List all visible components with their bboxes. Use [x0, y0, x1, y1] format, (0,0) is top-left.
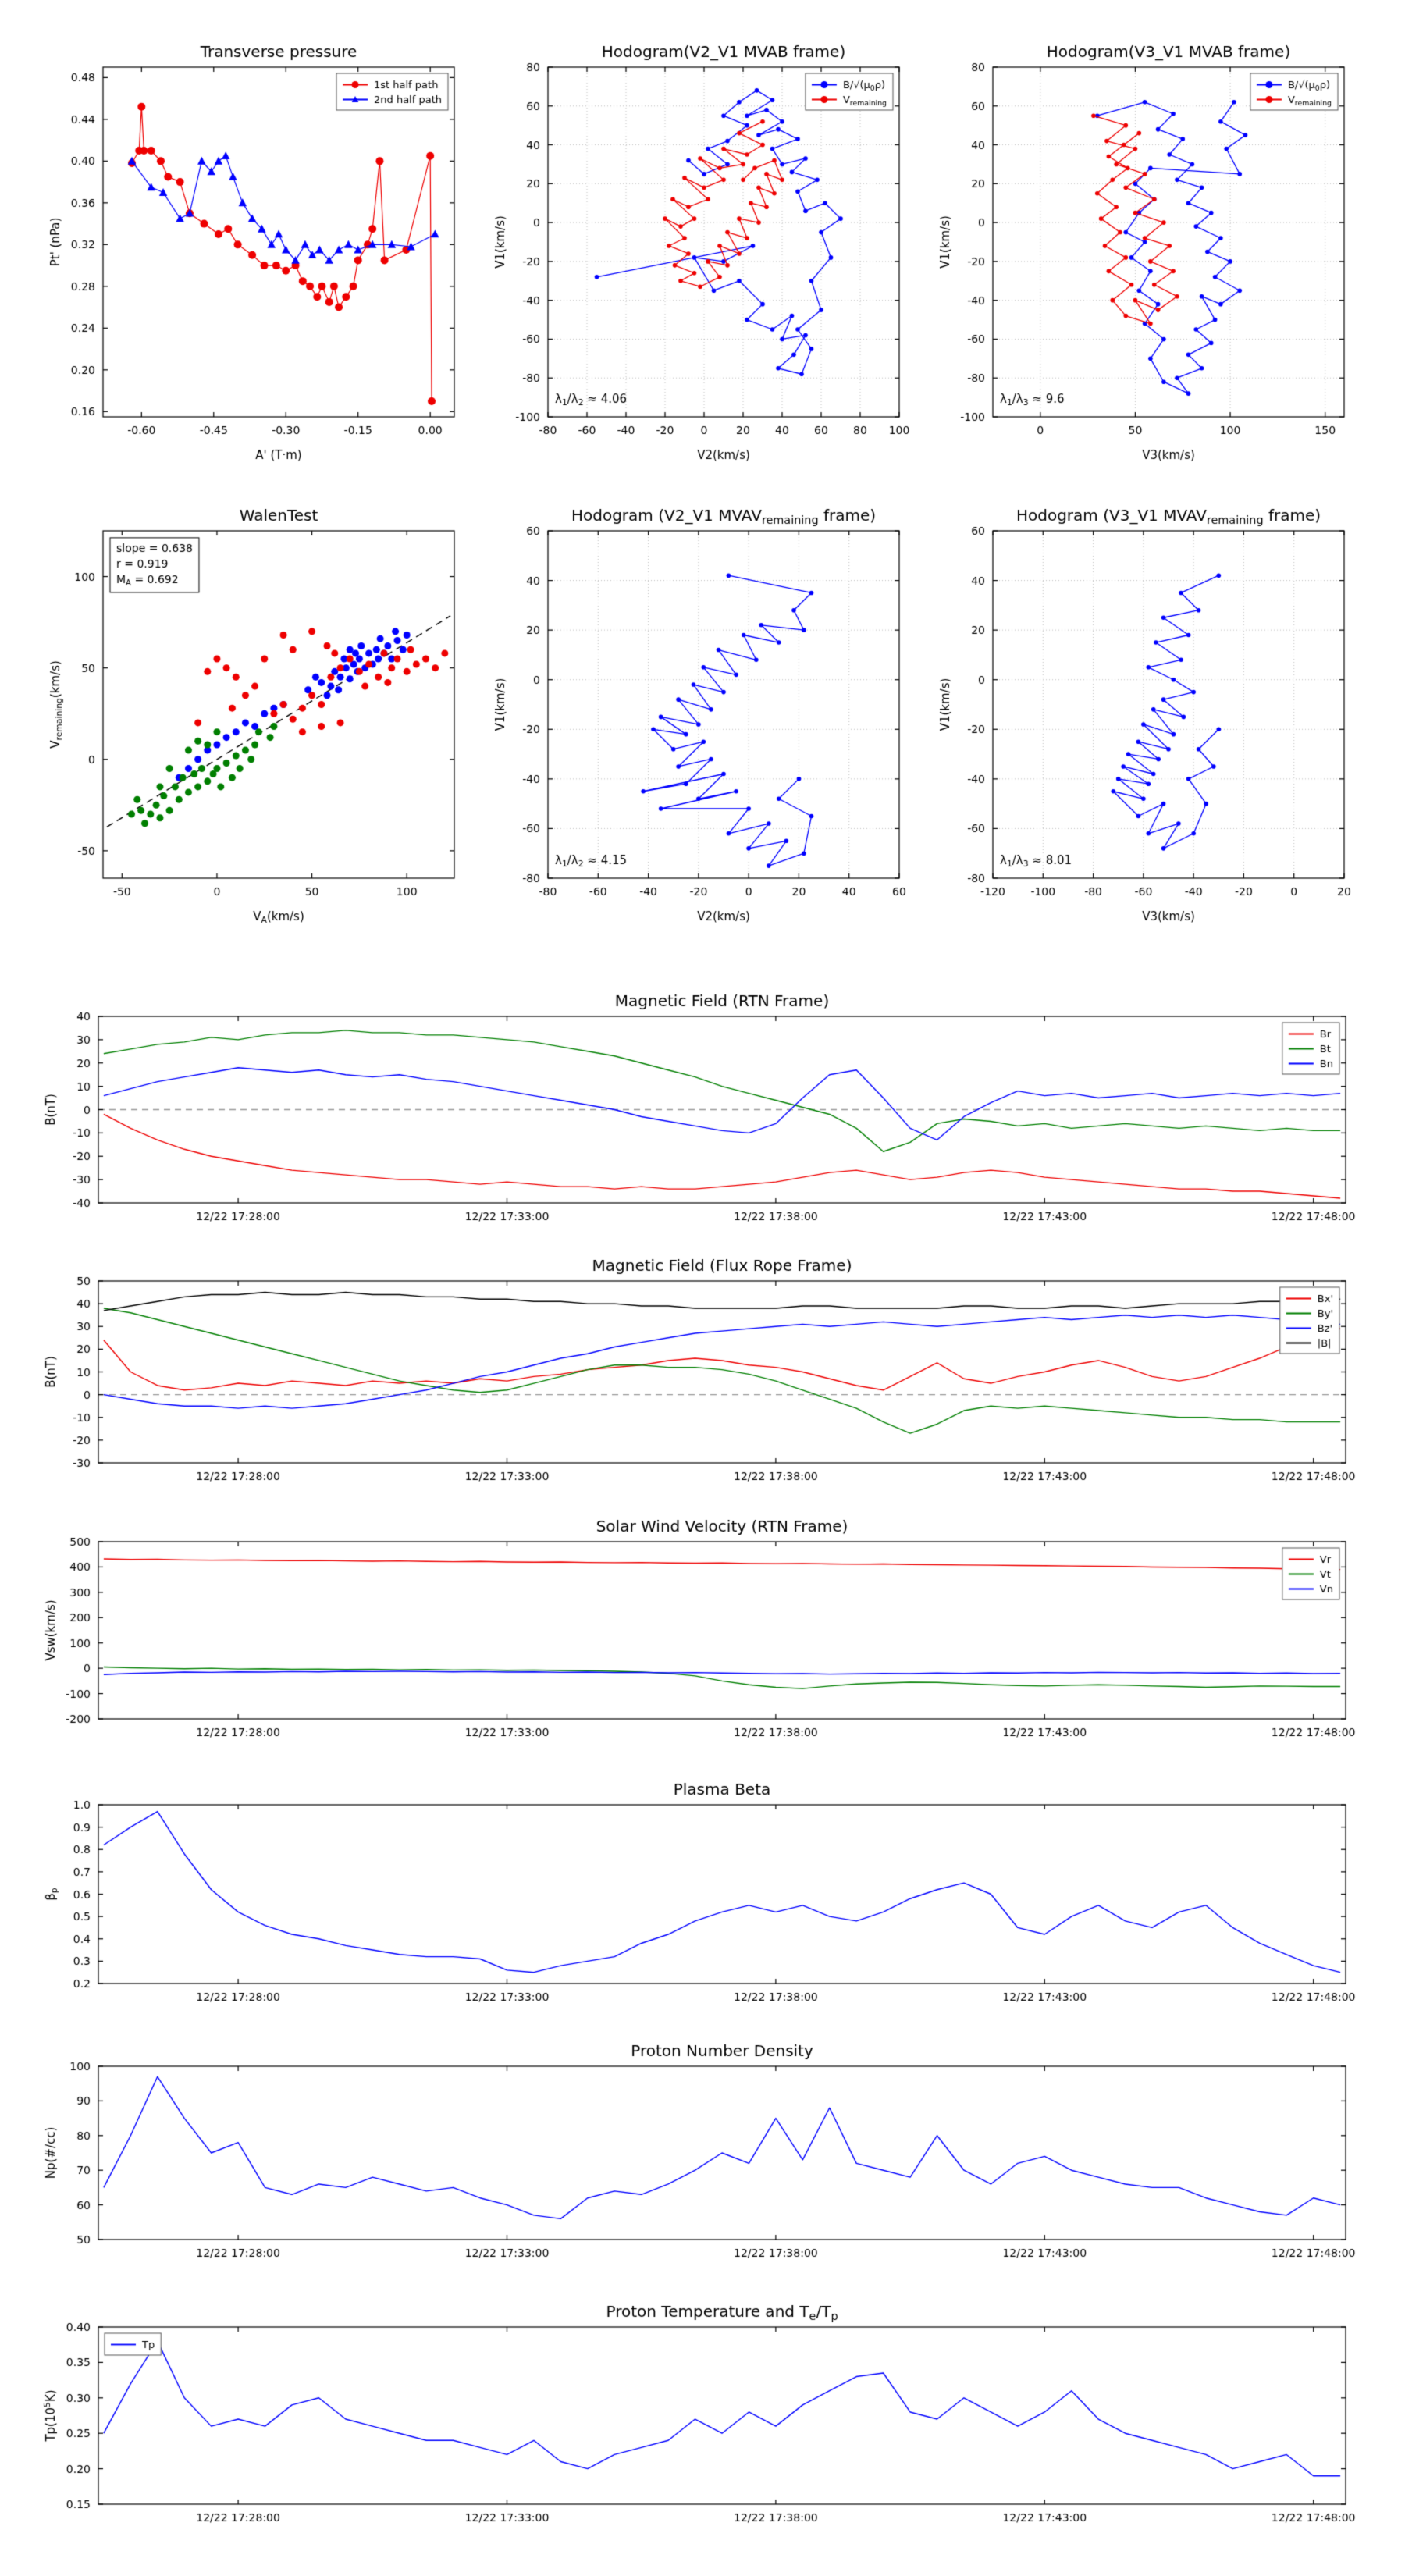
chart-walen-test — [31, 500, 468, 952]
chart-hodogram-v2v1-mvav — [476, 500, 913, 952]
chart-magnetic-field-fluxrope — [27, 1247, 1369, 1511]
chart-transverse-pressure — [31, 23, 468, 476]
chart-magnetic-field-rtn — [27, 982, 1369, 1251]
chart-proton-temperature — [27, 2293, 1369, 2553]
chart-hodogram-v3v1-mvav — [921, 500, 1358, 952]
chart-proton-number-density — [27, 2032, 1369, 2288]
chart-plasma-beta — [27, 1770, 1369, 2032]
chart-solar-wind-velocity — [27, 1507, 1369, 1767]
chart-hodogram-v2v1-mvab — [476, 23, 913, 476]
chart-hodogram-v3v1-mvab — [921, 23, 1358, 476]
